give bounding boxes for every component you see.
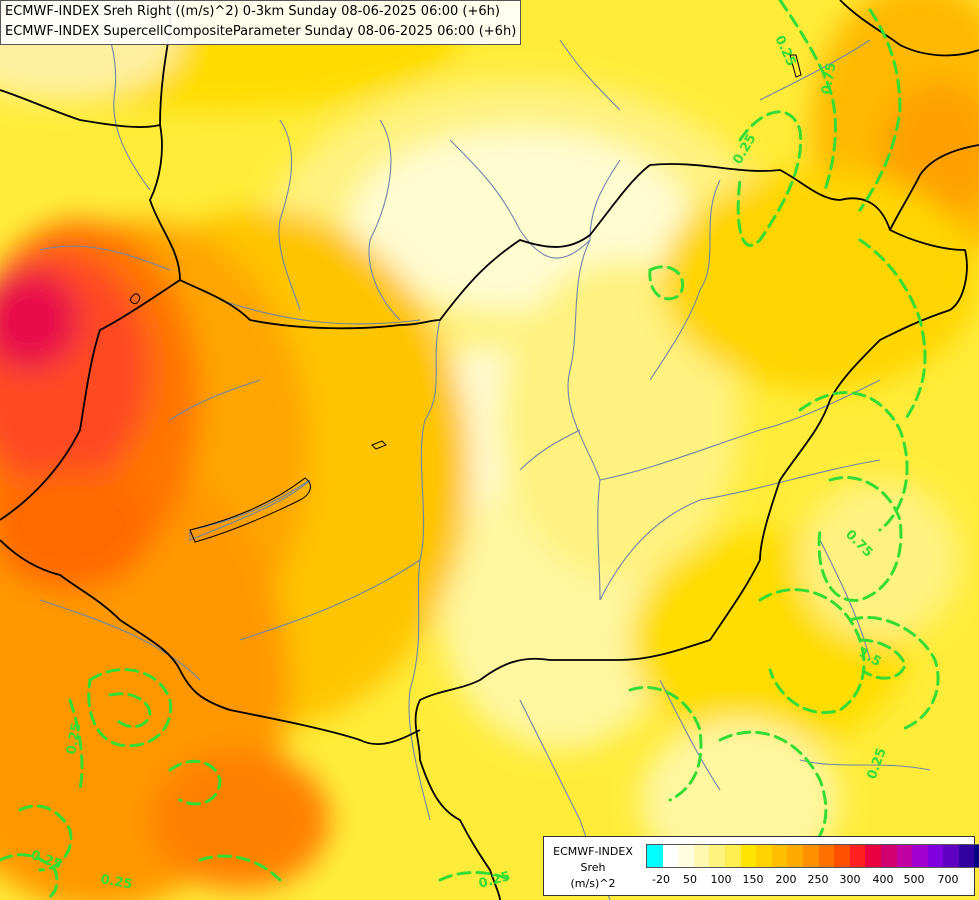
lakes [129,54,802,543]
legend-tick-label: 700 [937,873,959,886]
map-title-sreh: ECMWF-INDEX Sreh Right ((m/s)^2) 0-3km S… [5,4,500,19]
legend-tick-label: 400 [872,873,894,886]
contour-label: 0.25 [99,872,133,892]
legend-swatch [849,845,866,867]
rivers [39,19,931,900]
legend-swatch [756,845,772,867]
legend-swatch [802,845,819,867]
legend-swatch [834,845,850,867]
legend-swatch [943,845,959,867]
legend-swatch [693,845,710,867]
legend-tick-label: -20 [652,873,670,886]
legend-swatch [787,845,803,867]
legend-swatch [927,845,944,867]
scp-contours [0,0,940,900]
legend-tick-label: 50 [683,873,697,886]
legend-unit-label: (m/s)^2 [570,877,616,890]
legend-swatch [974,845,979,867]
contour-label: 0.75 [819,61,839,95]
legend-swatch [865,845,881,867]
legend-swatch [678,845,694,867]
legend-ticks: -20 50 100 150 200 250 300 400 500 700 [646,873,966,889]
legend-tick-label: 250 [807,873,829,886]
legend-swatch [880,845,897,867]
legend-swatch [740,845,757,867]
color-legend: ECMWF-INDEX Sreh (m/s)^2 -20 50 100 150 200 2… [543,836,979,896]
legend-tick-label: 150 [742,873,764,886]
legend-swatches [646,844,979,868]
legend-tick-label: 500 [903,873,925,886]
map-title-box: ECMWF-INDEX Sreh Right ((m/s)^2) 0-3km S… [0,0,522,45]
legend-swatch [647,845,663,867]
legend-swatch [958,845,975,867]
contour-label: 0.25 [64,721,84,755]
legend-swatch [896,845,913,867]
legend-tick-label: 200 [775,873,797,886]
legend-swatch [724,845,741,867]
legend-tick-label: 300 [839,873,861,886]
legend-swatch [709,845,725,867]
map-title-scp: ECMWF-INDEX SupercellCompositeParameter … [5,24,517,39]
legend-swatch [662,845,679,867]
legend-parameter-label: Sreh [580,861,606,874]
legend-swatch [818,845,835,867]
legend-tick-label: 100 [710,873,732,886]
legend-swatch [771,845,788,867]
legend-swatch [912,845,928,867]
legend-model-label: ECMWF-INDEX [553,845,633,858]
